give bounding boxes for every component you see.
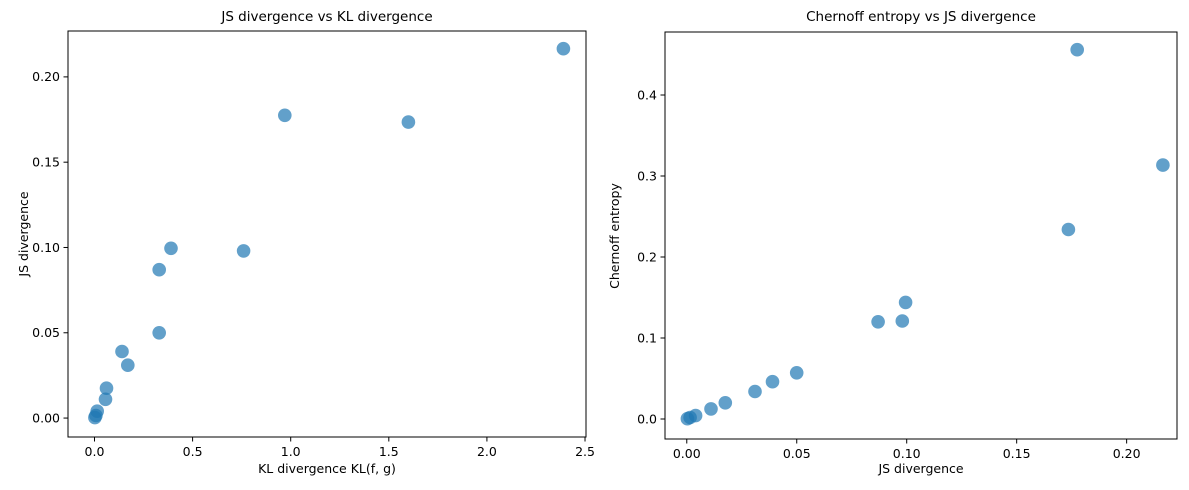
y-tick-label: 0.05 [32,325,60,340]
x-tick-label: 2.5 [575,444,595,459]
y-tick-label: 0.2 [637,249,657,264]
scatter-point [164,241,178,256]
scatter-point [1156,158,1170,172]
x-tick-label: 0.05 [783,446,811,461]
scatter-point [121,358,135,373]
y-tick-label: 0.20 [32,69,60,84]
axes-frame [664,31,1178,440]
left-chart-title: JS divergence vs KL divergence [221,9,433,25]
scatter-point [898,295,913,310]
scatter-point [236,244,251,258]
y-tick-label: 0.10 [32,240,60,255]
scatter-point [765,374,780,389]
left-x-axis-label: KL divergence KL(f, g) [258,461,396,476]
scatter-point [704,402,718,416]
x-tick-label: 0.10 [893,446,921,461]
scatter-point [88,410,102,425]
scatter-point [1061,222,1076,237]
scatter-point [871,315,885,329]
scatter-point [895,314,910,328]
y-tick-label: 0.1 [637,330,657,345]
y-tick-label: 0.15 [32,154,60,169]
x-tick-label: 0.00 [673,446,701,461]
y-tick-label: 0.00 [32,410,60,425]
right-chart-title: Chernoff entropy vs JS divergence [806,9,1036,25]
right-y-axis-label: Chernoff entropy [606,183,622,289]
scatter-point [98,392,113,407]
scatter-point [152,326,166,340]
scatter-point [718,396,733,410]
scatter-point [748,384,762,399]
x-tick-label: 2.0 [477,444,497,459]
y-tick-label: 0.4 [637,87,657,102]
scatter-point [115,344,129,359]
scatter-point [152,262,166,277]
axes-frame [67,30,587,438]
x-tick-label: 1.5 [379,444,399,459]
scatter-point [401,115,416,129]
scatter-point [680,411,695,426]
x-tick-label: 0.20 [1113,446,1141,461]
right-x-axis-label: JS divergence [878,461,964,476]
scatter-point [556,41,571,56]
scatter-point [789,366,804,380]
scatter-point [1070,42,1084,57]
y-tick-label: 0.3 [637,168,657,183]
scatter-point [278,108,292,123]
scatter-point [99,381,114,396]
y-tick-label: 0.0 [637,411,657,426]
left-y-axis-label: JS divergence [15,191,31,277]
x-tick-label: 1.0 [281,444,301,459]
x-tick-label: 0.5 [183,444,203,459]
x-tick-label: 0.0 [85,444,105,459]
x-tick-label: 0.15 [1003,446,1031,461]
